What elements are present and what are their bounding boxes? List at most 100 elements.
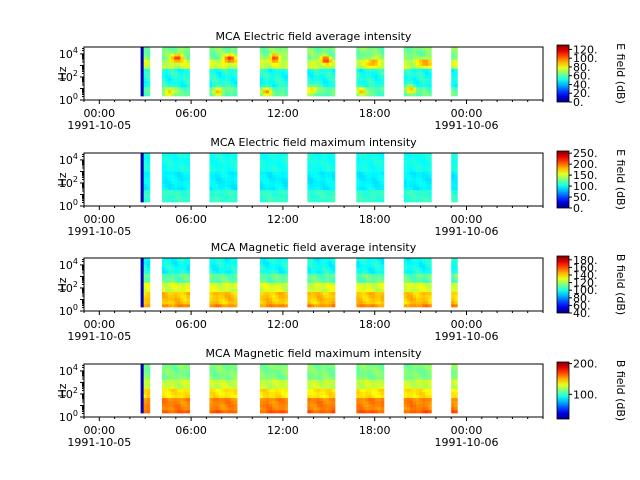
- spectrogram-cell: [143, 394, 148, 399]
- spectrogram-cell: [307, 168, 311, 172]
- spectrogram-cell: [316, 267, 321, 271]
- spectrogram-cell: [454, 282, 458, 286]
- spectrogram-cell: [218, 273, 223, 277]
- spectrogram-cell: [328, 294, 333, 299]
- spectrogram-cell: [403, 62, 408, 66]
- spectrogram-cell: [275, 291, 279, 296]
- spectrogram-cell: [143, 276, 148, 280]
- spectrogram-cell: [227, 279, 232, 283]
- spectrogram-cell: [419, 397, 423, 402]
- spectrogram-cell: [412, 370, 417, 374]
- spectrogram-cell: [168, 159, 172, 163]
- spectrogram-cell: [177, 364, 181, 368]
- spectrogram-cell: [319, 294, 324, 299]
- spectrogram-cell: [428, 261, 432, 265]
- spectrogram-cell: [162, 382, 166, 386]
- spectrogram-cell: [403, 385, 408, 389]
- spectrogram-cell: [233, 397, 238, 402]
- spectrogram-cell: [406, 400, 411, 405]
- spectrogram-cell: [140, 80, 145, 85]
- spectrogram-cell: [406, 162, 411, 166]
- spectrogram-cell: [272, 364, 276, 368]
- spectrogram-cell: [218, 300, 223, 305]
- spectrogram-cell: [325, 409, 330, 414]
- spectrogram-cell: [319, 180, 324, 184]
- spectrogram-cell: [328, 264, 333, 268]
- spectrogram-cell: [233, 156, 238, 160]
- spectrogram-cell: [284, 177, 288, 181]
- spectrogram-cell: [162, 303, 166, 308]
- spectrogram-cell: [325, 171, 330, 175]
- spectrogram-cell: [140, 270, 145, 274]
- spectrogram-cell: [227, 195, 232, 200]
- spectrogram-cell: [325, 86, 330, 91]
- spectrogram-cell: [428, 168, 432, 172]
- spectrogram-cell: [416, 71, 420, 75]
- spectrogram-cell: [174, 382, 178, 386]
- spectrogram-cell: [313, 47, 317, 51]
- spectrogram-cell: [371, 50, 376, 54]
- spectrogram-cell: [316, 50, 321, 54]
- spectrogram-cell: [422, 53, 426, 57]
- panel-2: MCA Electric field maximum intensity1001…: [56, 136, 627, 238]
- spectrogram-cell: [266, 189, 270, 194]
- spectrogram-cell: [416, 382, 420, 386]
- spectrogram-cell: [403, 382, 408, 386]
- spectrogram-cell: [165, 165, 169, 169]
- spectrogram-cell: [428, 258, 432, 262]
- spectrogram-cell: [284, 300, 288, 305]
- spectrogram-cell: [359, 367, 363, 371]
- spectrogram-cell: [263, 47, 267, 51]
- spectrogram-cell: [374, 279, 379, 283]
- spectrogram-cell: [428, 74, 432, 78]
- spectrogram-cell: [307, 180, 311, 184]
- spectrogram-cell: [278, 385, 282, 389]
- spectrogram-cell: [165, 397, 169, 402]
- spectrogram-cell: [422, 50, 426, 54]
- spectrogram-cell: [180, 162, 184, 166]
- spectrogram-cell: [269, 153, 273, 157]
- spectrogram-cell: [275, 74, 279, 78]
- spectrogram-cell: [275, 71, 279, 75]
- spectrogram-cell: [140, 267, 145, 271]
- spectrogram-cell: [454, 367, 458, 371]
- spectrogram-cell: [146, 189, 151, 194]
- spectrogram-cell: [180, 267, 184, 271]
- spectrogram-cell: [374, 68, 379, 72]
- spectrogram-cell: [230, 53, 235, 57]
- spectrogram-cell: [221, 379, 226, 383]
- spectrogram-cell: [422, 270, 426, 274]
- spectrogram-cell: [380, 83, 385, 88]
- spectrogram-cell: [224, 53, 229, 57]
- spectrogram-cell: [272, 168, 276, 172]
- spectrogram-cell: [328, 385, 333, 389]
- spectrogram-cell: [227, 86, 232, 91]
- spectrogram-cell: [218, 71, 223, 75]
- spectrogram-cell: [416, 373, 420, 377]
- spectrogram-cell: [328, 288, 333, 293]
- spectrogram-cell: [224, 391, 229, 395]
- spectrogram-cell: [263, 192, 267, 197]
- spectrogram-cell: [215, 382, 220, 386]
- spectrogram-cell: [209, 198, 213, 203]
- spectrogram-cell: [356, 270, 360, 274]
- spectrogram-cell: [412, 68, 417, 72]
- spectrogram-cell: [272, 388, 276, 392]
- spectrogram-cell: [177, 291, 181, 296]
- spectrogram-cell: [168, 56, 172, 60]
- spectrogram-cell: [284, 273, 288, 277]
- spectrogram-cell: [307, 77, 311, 82]
- spectrogram-cell: [209, 291, 213, 296]
- spectrogram-cell: [425, 74, 429, 78]
- spectrogram-cell: [209, 379, 213, 383]
- spectrogram-cell: [140, 171, 145, 175]
- spectrogram-cell: [377, 192, 382, 197]
- spectrogram-cell: [403, 56, 408, 60]
- spectrogram-cell: [230, 379, 235, 383]
- spectrogram-cell: [419, 195, 423, 200]
- spectrogram-cell: [371, 162, 376, 166]
- spectrogram-cell: [146, 264, 151, 268]
- spectrogram-cell: [325, 50, 330, 54]
- spectrogram-cell: [362, 180, 366, 184]
- spectrogram-cell: [209, 156, 213, 160]
